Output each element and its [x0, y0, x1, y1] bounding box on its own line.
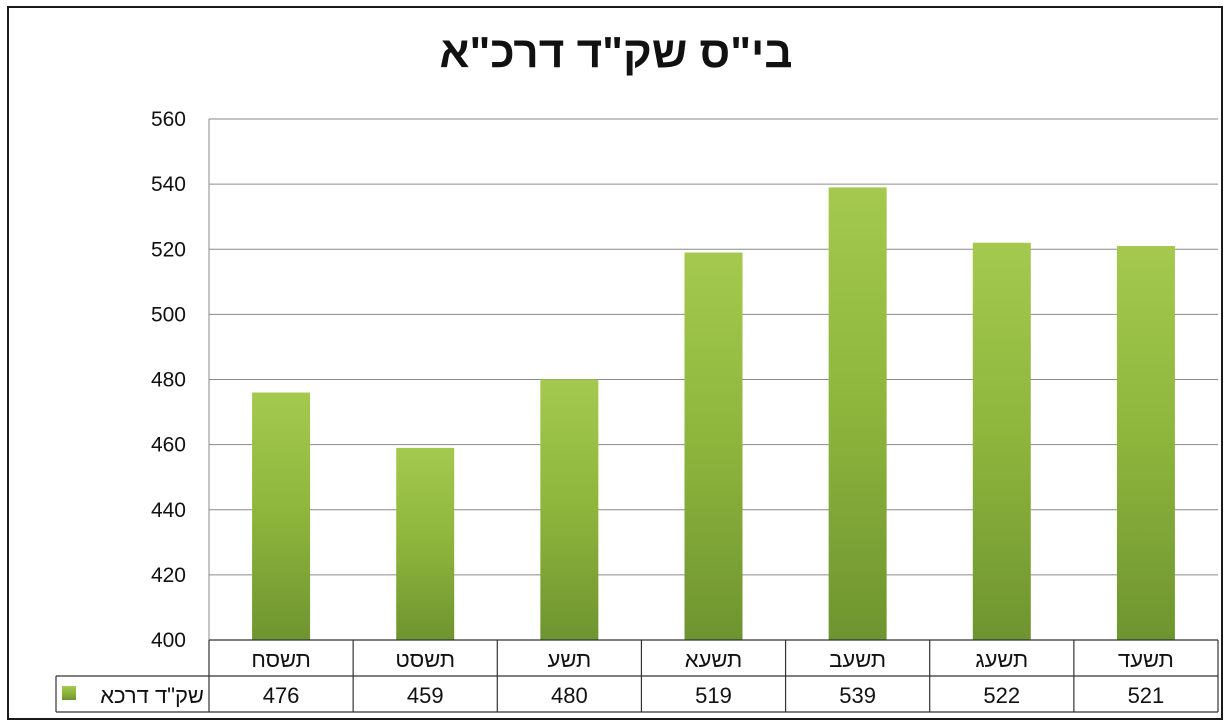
- category-label: תשעב: [829, 647, 886, 672]
- bar: [972, 242, 1031, 641]
- data-table: תשסח תשסט תשע תשעא תשעב תשעג תשעד 476 459 480 519 5…: [55, 639, 1219, 713]
- bar: [1116, 245, 1175, 640]
- chart-title: בי"ס שק"ד דרכ"א: [439, 28, 793, 77]
- data-value-label: 476: [263, 683, 300, 708]
- legend-swatch: [62, 686, 76, 700]
- category-label: תשעא: [685, 647, 742, 672]
- y-tick-label: 460: [151, 434, 186, 457]
- category-label: תשעג: [975, 647, 1028, 672]
- category-label: תשסט: [395, 647, 455, 672]
- legend-series-name: שק"ד דרכא: [100, 683, 204, 708]
- y-tick-label: 500: [151, 303, 186, 326]
- category-label: תשסח: [251, 647, 311, 672]
- bar: [540, 379, 599, 640]
- y-tick-label: 480: [151, 369, 186, 392]
- y-tick-label: 400: [151, 629, 186, 652]
- bar: [396, 447, 455, 640]
- y-tick-label: 420: [151, 564, 186, 587]
- data-value-label: 522: [983, 683, 1020, 708]
- y-tick-label: 440: [151, 499, 186, 522]
- y-tick-label: 520: [151, 238, 186, 261]
- data-value-label: 519: [695, 683, 732, 708]
- data-value-label: 539: [839, 683, 876, 708]
- data-value-label: 480: [551, 683, 588, 708]
- bars: [252, 187, 1175, 641]
- category-label: תשעד: [1118, 647, 1174, 672]
- category-label: תשע: [548, 647, 592, 672]
- bar: [828, 187, 887, 640]
- y-tick-label: 560: [151, 108, 186, 131]
- y-tick-label: 540: [151, 173, 186, 196]
- bar: [684, 252, 743, 640]
- bar: [252, 392, 311, 640]
- y-axis-ticks: 400 420 440 460 480 500 520 540 560: [151, 108, 186, 652]
- data-value-label: 521: [1128, 683, 1165, 708]
- data-value-label: 459: [407, 683, 444, 708]
